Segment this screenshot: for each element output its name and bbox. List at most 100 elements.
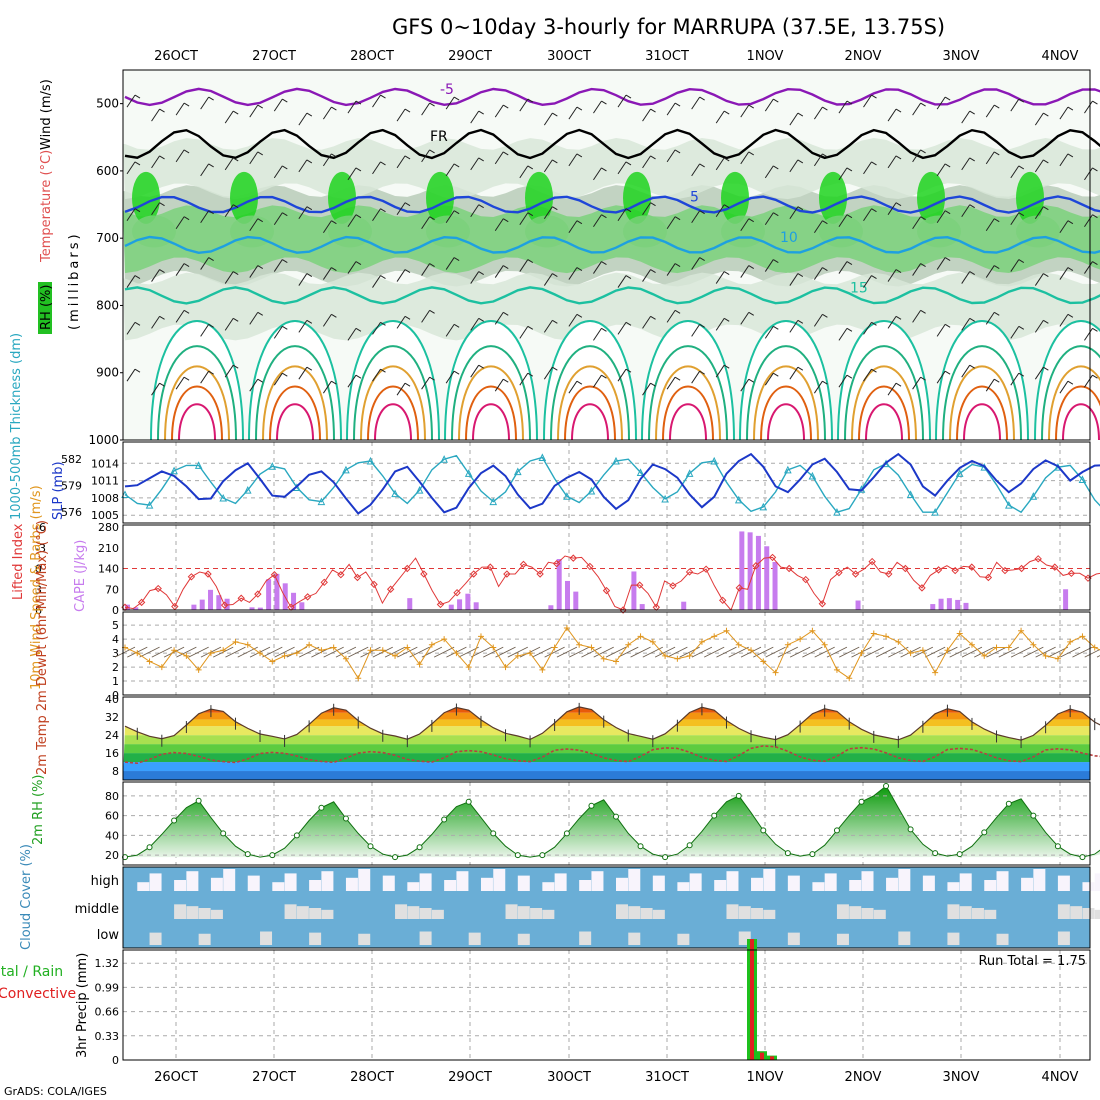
wind-barb [175,376,185,390]
li-point [453,589,461,597]
rh-point [1030,812,1037,819]
wind-point [662,652,669,659]
rh-point [146,844,153,851]
wind-barb [789,159,799,173]
cape-bar [199,599,205,610]
y-tick-label: 24 [105,729,119,742]
wind-barb [372,322,381,335]
wind-barb [527,212,534,217]
contour-label: 10 [780,230,798,246]
wind-point [686,652,693,659]
cloud-bar-high [1033,869,1046,891]
cloud-bar-high [726,871,739,891]
cloud-bar-middle [407,906,420,919]
wind-barb [797,112,804,117]
dewpoint-line [124,745,1100,765]
wind-barb [502,311,509,316]
wind-barb [470,110,480,124]
cloud-bar-middle [1070,906,1083,919]
wind-barb [797,273,804,277]
li-point [934,566,943,574]
wind-barb [985,104,995,118]
temp-contour [178,403,216,441]
wind-barb [355,261,362,265]
wind-barb [813,267,823,280]
cape-bar [747,532,753,610]
cloud-bar-middle [751,908,764,919]
date-label: 2NOV [845,49,882,64]
wind-barb [1034,112,1044,126]
right-tick-label: 1008 [91,492,119,505]
temp-contour [767,403,805,441]
panel-frame [122,949,1091,1061]
wind-barb [322,153,332,167]
wind-barb [691,96,701,110]
lifted-index-cape-panel: -6 -3 0 3 6 0 70 140 210 280 Lifted Index CAPE (J/k… [11,521,1100,617]
li-point [586,562,594,571]
wind-barb [331,380,337,385]
wind-barb [1043,206,1049,211]
cloud-bar-high [787,875,800,891]
li-point [968,563,976,571]
wind-barb [912,102,922,116]
wind-barb [445,324,455,337]
wind-barb [969,110,975,115]
wind-barb [773,372,779,377]
wind-barb [224,157,234,171]
wind-barb [453,163,460,168]
temp-contour [451,345,531,441]
wind-point [883,633,890,640]
cloud-bar-middle [210,909,223,919]
wind-barb [527,259,534,263]
cloud-bar-high [309,880,322,891]
wind-barb [650,202,656,207]
wind-barb [895,155,902,160]
cloud-bar-high [186,871,199,891]
wind-barb [593,261,602,274]
wind-point [392,652,399,659]
wind-barb [1018,165,1025,170]
wind-barb [993,218,1000,223]
rh-point [392,854,399,861]
rh-point [269,852,276,859]
wind-barb [543,206,553,220]
wind-barb [969,271,975,275]
wind-barb [519,259,529,272]
wind-barb [257,218,264,223]
wind-barb [151,202,160,216]
wind-point [760,658,767,665]
wind-barb [355,214,362,219]
wind-barb [298,646,320,658]
li-point [154,584,162,593]
wind-point [134,650,141,657]
run-total-label: Run Total = 1.75 [978,954,1086,969]
y-axis-label: 2m Temp 2m DewPt (6hr Min/Max) (°C) [35,520,50,775]
wind-barb [421,216,431,230]
wind-barb [920,309,926,314]
wind-point [1091,644,1098,651]
rh-point [416,844,423,851]
wind-barb [642,382,651,396]
y-tick-label: 700 [96,231,119,245]
wind-barb [944,257,951,261]
temp-band [123,744,1090,754]
wind-barb [625,275,632,279]
wind-barb [527,98,534,103]
wind-barb [175,149,185,163]
y-tick-label: 1000 [88,433,119,447]
date-label: 31OCT [645,1070,689,1085]
wind-barb [208,370,214,375]
wind-barb [433,646,455,658]
y-axis-label: 2m RH (%) [31,774,46,845]
wind-barb [372,275,381,288]
cape-bar [208,589,214,610]
wind-barb [1034,366,1044,380]
wind-barb [576,380,583,385]
wind-barb [666,149,676,163]
cape-bar [133,607,139,610]
wind-barb [404,155,411,160]
wind-point [367,647,374,654]
wind-point [441,636,448,643]
cape-bar [407,598,413,610]
wind-barb [1092,167,1098,172]
